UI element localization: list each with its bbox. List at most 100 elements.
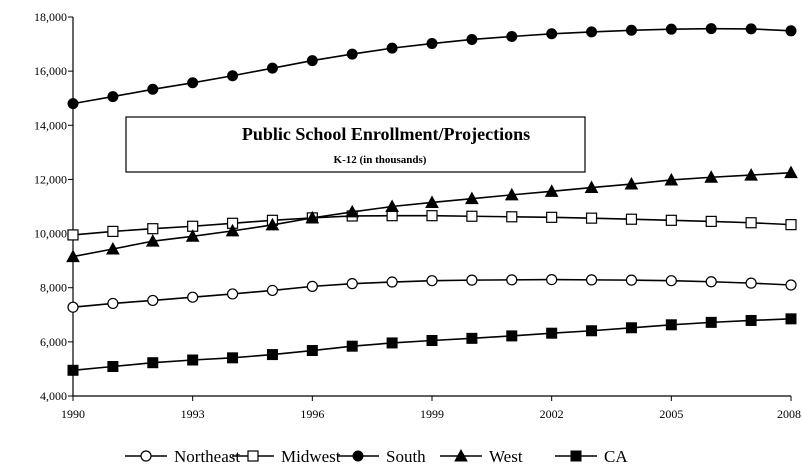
data-point-midwest [107,225,119,238]
series-west [66,165,798,263]
legend-label-northeast: Northeast [174,447,240,466]
data-point-south [266,62,278,74]
data-point-northeast [745,277,757,289]
legend-label-ca: CA [604,447,628,466]
x-tick-label: 1999 [420,407,444,421]
legend-label-south: South [386,447,426,466]
data-point-ca [785,313,797,325]
data-point-midwest [785,219,797,231]
legend-item-west: West [440,447,523,466]
x-tick-label: 2002 [540,407,564,421]
data-point-south [227,70,239,82]
data-point-ca [506,330,518,342]
data-point-south [466,33,478,45]
title-box: Public School Enrollment/Projections K-1… [125,116,586,173]
y-tick-label: 4,000 [40,389,67,403]
data-point-west [66,249,80,263]
data-point-ca [466,332,478,344]
data-point-ca [426,335,438,347]
legend-marker-ca [570,450,582,462]
data-point-south [625,24,637,36]
series-midwest [67,210,797,241]
data-point-west [624,176,639,190]
chart-subtitle: K-12 (in thousands) [334,154,427,166]
y-tick-label: 6,000 [40,335,67,349]
data-point-northeast [785,279,797,291]
data-point-northeast [107,297,119,310]
data-point-midwest [466,210,478,222]
data-point-northeast [226,288,239,300]
legend-marker-northeast [140,450,152,462]
data-point-ca [147,357,159,369]
data-point-midwest [67,229,79,241]
data-point-ca [346,340,358,352]
legend-label-midwest: Midwest [281,447,341,466]
data-point-south [306,55,318,67]
data-point-northeast [625,274,638,286]
data-point-northeast [665,275,677,287]
series-ca [67,313,797,376]
data-point-northeast [426,275,438,287]
legend-marker-west [454,448,468,462]
data-point-northeast [386,276,398,288]
y-tick-label: 16,000 [34,64,67,78]
data-point-south [187,77,199,89]
axes: 4,000 6,000 8,000 10,000 12,000 14,000 16,000 1… [34,10,801,421]
data-point-northeast [546,273,558,286]
data-point-midwest [546,211,558,223]
x-tick-label: 2008 [777,407,801,421]
data-point-west [704,170,719,183]
y-tick-label: 10,000 [34,227,67,241]
data-point-west [145,234,160,247]
series-northeast [67,273,797,313]
data-point-south [147,83,159,95]
data-point-west [664,172,679,186]
data-point-ca [586,325,598,337]
data-point-midwest [506,211,518,223]
data-point-ca [705,316,717,328]
data-point-south [506,30,518,42]
data-point-northeast [187,291,199,303]
data-point-south [386,42,398,54]
legend-item-northeast: Northeast [125,447,240,466]
data-point-west [185,229,200,242]
y-tick-label: 12,000 [34,172,67,186]
data-point-northeast [585,274,598,286]
data-point-northeast [466,274,478,286]
x-tick-label: 2005 [659,407,683,421]
data-point-west [544,184,559,197]
chart-title: Public School Enrollment/Projections [242,124,530,144]
y-tick-label: 14,000 [34,118,67,132]
data-point-ca [187,354,199,366]
data-point-west [265,217,280,231]
data-point-south [785,25,797,37]
data-point-northeast [506,274,518,286]
legend-item-midwest: Midwest [232,447,341,466]
data-point-south [705,23,717,35]
data-point-ca [665,319,677,331]
data-point-ca [306,345,318,357]
data-point-west [305,210,320,224]
data-point-northeast [306,280,318,292]
data-point-south [346,48,358,60]
data-point-midwest [745,217,757,229]
data-point-south [586,26,598,38]
data-point-west [744,168,758,181]
data-point-west [385,199,399,212]
data-point-ca [745,314,757,326]
data-point-west [425,195,439,208]
data-point-ca [107,360,119,372]
data-point-midwest [625,213,638,225]
data-point-midwest [147,223,159,235]
data-point-west [784,165,798,179]
data-point-west [465,191,479,205]
data-point-northeast [67,301,79,313]
data-point-midwest [386,210,398,222]
y-tick-label: 18,000 [34,10,67,24]
data-point-south [665,23,677,35]
data-point-ca [67,364,79,376]
data-point-ca [546,327,558,339]
data-point-west [504,187,519,201]
data-point-midwest [665,214,677,226]
